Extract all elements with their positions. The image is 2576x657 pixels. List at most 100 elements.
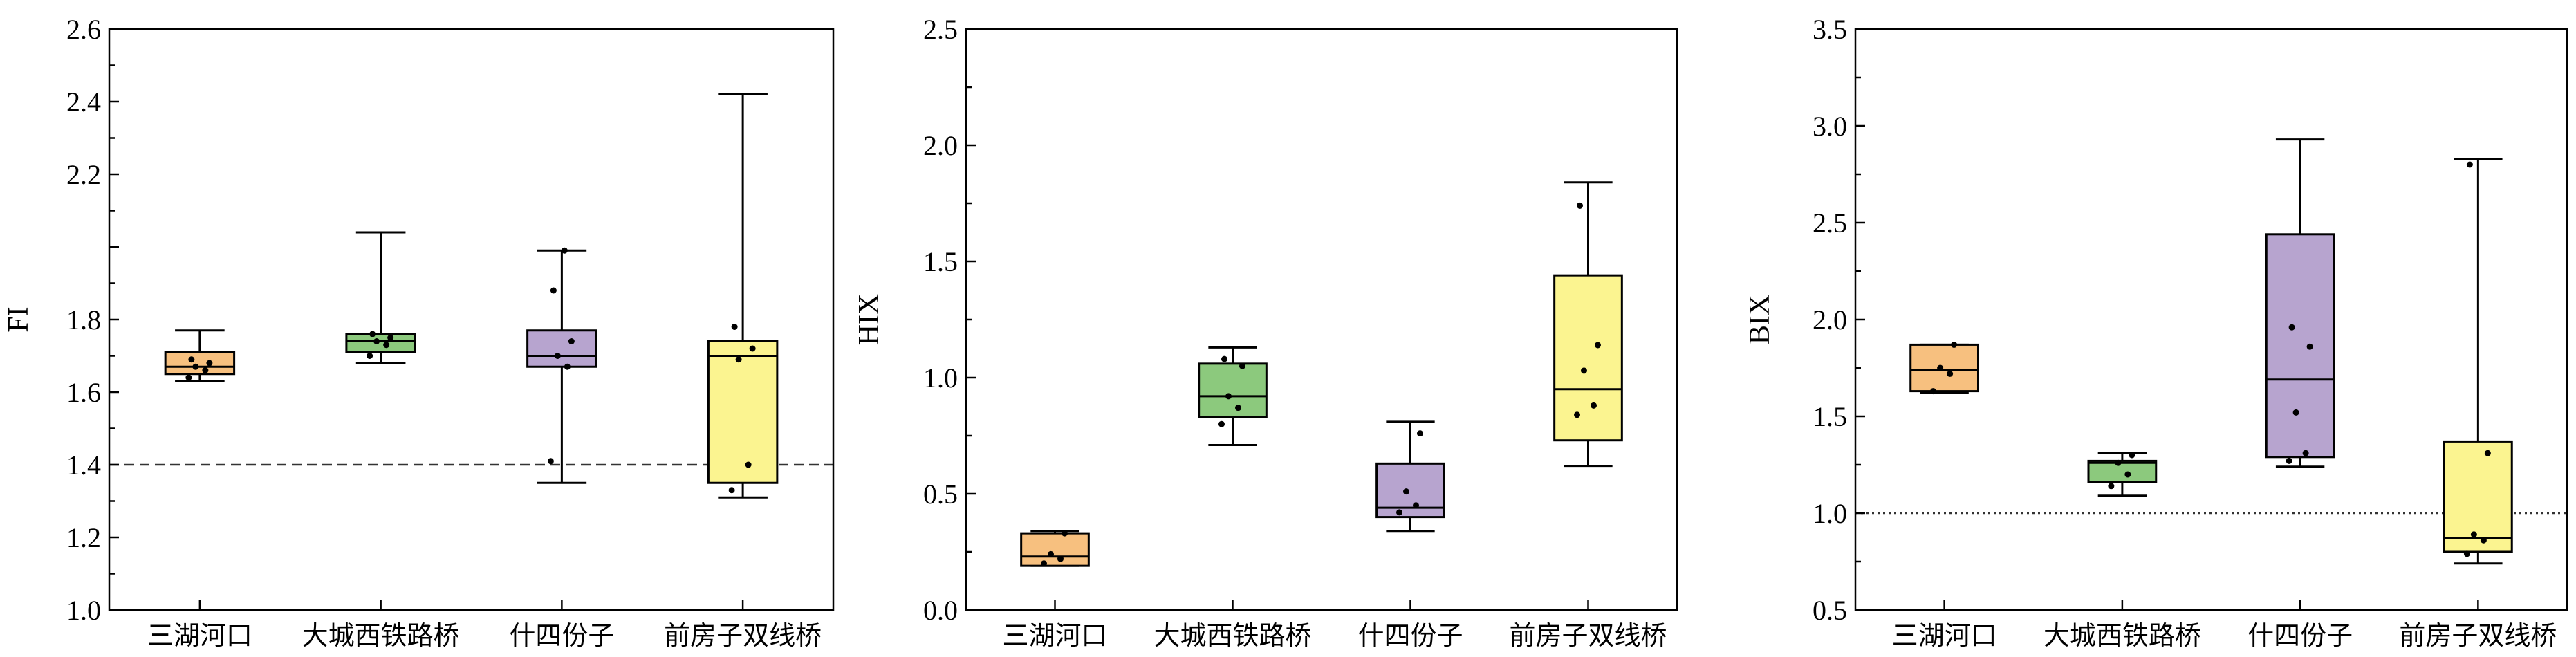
data-point [1225,393,1232,400]
data-point [2480,537,2487,544]
box [1375,462,1445,519]
y-tick-label: 2.6 [66,14,101,45]
y-tick-label: 1.5 [1813,401,1847,432]
data-point [2470,531,2477,538]
y-tick-label: 1.0 [923,362,958,394]
y-tick-label: 2.2 [66,159,101,190]
category-label: 什四份子 [1358,620,1463,651]
category-label: 前房子双线桥 [664,620,822,651]
data-point [1041,560,1047,567]
data-point [192,363,199,370]
y-tick-label: 3.0 [1813,111,1847,142]
y-tick-label: 2.4 [66,86,101,118]
data-point [561,247,568,254]
data-point [1417,430,1423,437]
data-point [1057,555,1064,562]
box [526,329,597,368]
y-tick-label: 2.5 [923,14,958,45]
data-point [202,367,209,373]
category-label: 三湖河口 [147,620,252,651]
box [1909,343,1980,393]
category-label: 三湖河口 [1892,620,1997,651]
data-point [2463,550,2470,557]
category-label: 三湖河口 [1002,620,1107,651]
y-tick-label: 2.0 [1813,304,1847,335]
data-point [1595,342,1601,349]
data-point [1574,411,1580,418]
data-point [1062,530,1068,537]
y-tick-label: 3.5 [1813,14,1847,45]
fi-panel: 1.0 1.2 1.4 1.6 1.8 2.2 2.4 2.6 FI 三湖河口 大城西铁路桥 什四份子… [3,14,835,651]
category-label: 前房子双线桥 [2399,620,2557,651]
data-point [2129,452,2135,459]
y-tick-label: 0.0 [923,595,958,626]
y-axis-label: BIX [1744,295,1776,344]
box [2087,459,2158,483]
data-point [2288,324,2295,331]
data-point [2302,450,2309,456]
category-label: 大城西铁路桥 [1153,620,1311,651]
data-point [1577,202,1583,209]
plot-frame [108,28,835,611]
data-point [185,374,192,381]
data-point [206,360,213,367]
data-point [1396,509,1402,516]
data-point [731,324,738,330]
category-label: 大城西铁路桥 [302,620,460,651]
data-point [1403,488,1409,495]
data-point [1581,367,1587,374]
y-axis-label: HIX [853,294,885,346]
y-tick-label: 1.0 [66,595,101,626]
y-tick-label: 1.0 [1813,498,1847,529]
data-point [1947,370,1954,377]
y-tick-label: 1.5 [923,246,958,277]
category-label: 什四份子 [2248,620,2353,651]
y-tick-label: 1.2 [66,522,101,553]
data-point [2484,450,2491,456]
hix-panel: 0.0 0.5 1.0 1.5 2.0 2.5 HIX 三湖河口 大城西铁路桥 什四份子 前房子双线… [853,14,1678,651]
data-point [1235,405,1241,411]
data-point [735,356,742,363]
data-point [188,356,195,363]
y-tick-label: 0.5 [923,479,958,510]
data-point [373,338,380,344]
data-point [1591,402,1597,409]
data-point [2292,409,2299,416]
data-point [1930,388,1937,395]
box [345,333,416,353]
y-tick-label: 1.6 [66,377,101,408]
data-point [2108,483,2115,490]
data-point [383,342,390,349]
y-tick-label: 2.5 [1813,207,1847,239]
data-point [1413,502,1419,509]
box [2443,440,2513,553]
box [1553,274,1623,442]
data-point [2124,471,2131,478]
category-label: 大城西铁路桥 [2044,620,2201,651]
category-label: 什四份子 [509,620,614,651]
box [2265,233,2335,459]
data-point [369,331,376,337]
data-point [367,353,373,359]
data-point [1937,364,1944,371]
data-point [728,487,735,494]
box [1198,362,1268,418]
data-point [1048,550,1054,557]
y-tick-label: 2.0 [923,130,958,161]
data-point [1951,341,1958,348]
box [707,340,779,484]
data-point [2115,459,2122,466]
bix-panel: 0.5 1.0 1.5 2.0 2.5 3.0 3.5 BIX 三湖河口 大城西铁路桥 什四份子 前房… [1744,14,2568,651]
data-point [568,338,575,344]
data-point [2286,457,2292,464]
data-point [1218,420,1225,427]
data-point [387,334,394,341]
y-tick-label: 1.8 [66,304,101,335]
data-point [547,458,554,465]
y-axis-label: FI [3,306,35,332]
data-point [2306,343,2313,350]
data-point [564,363,571,370]
box [1020,532,1090,567]
data-point [1221,355,1227,362]
